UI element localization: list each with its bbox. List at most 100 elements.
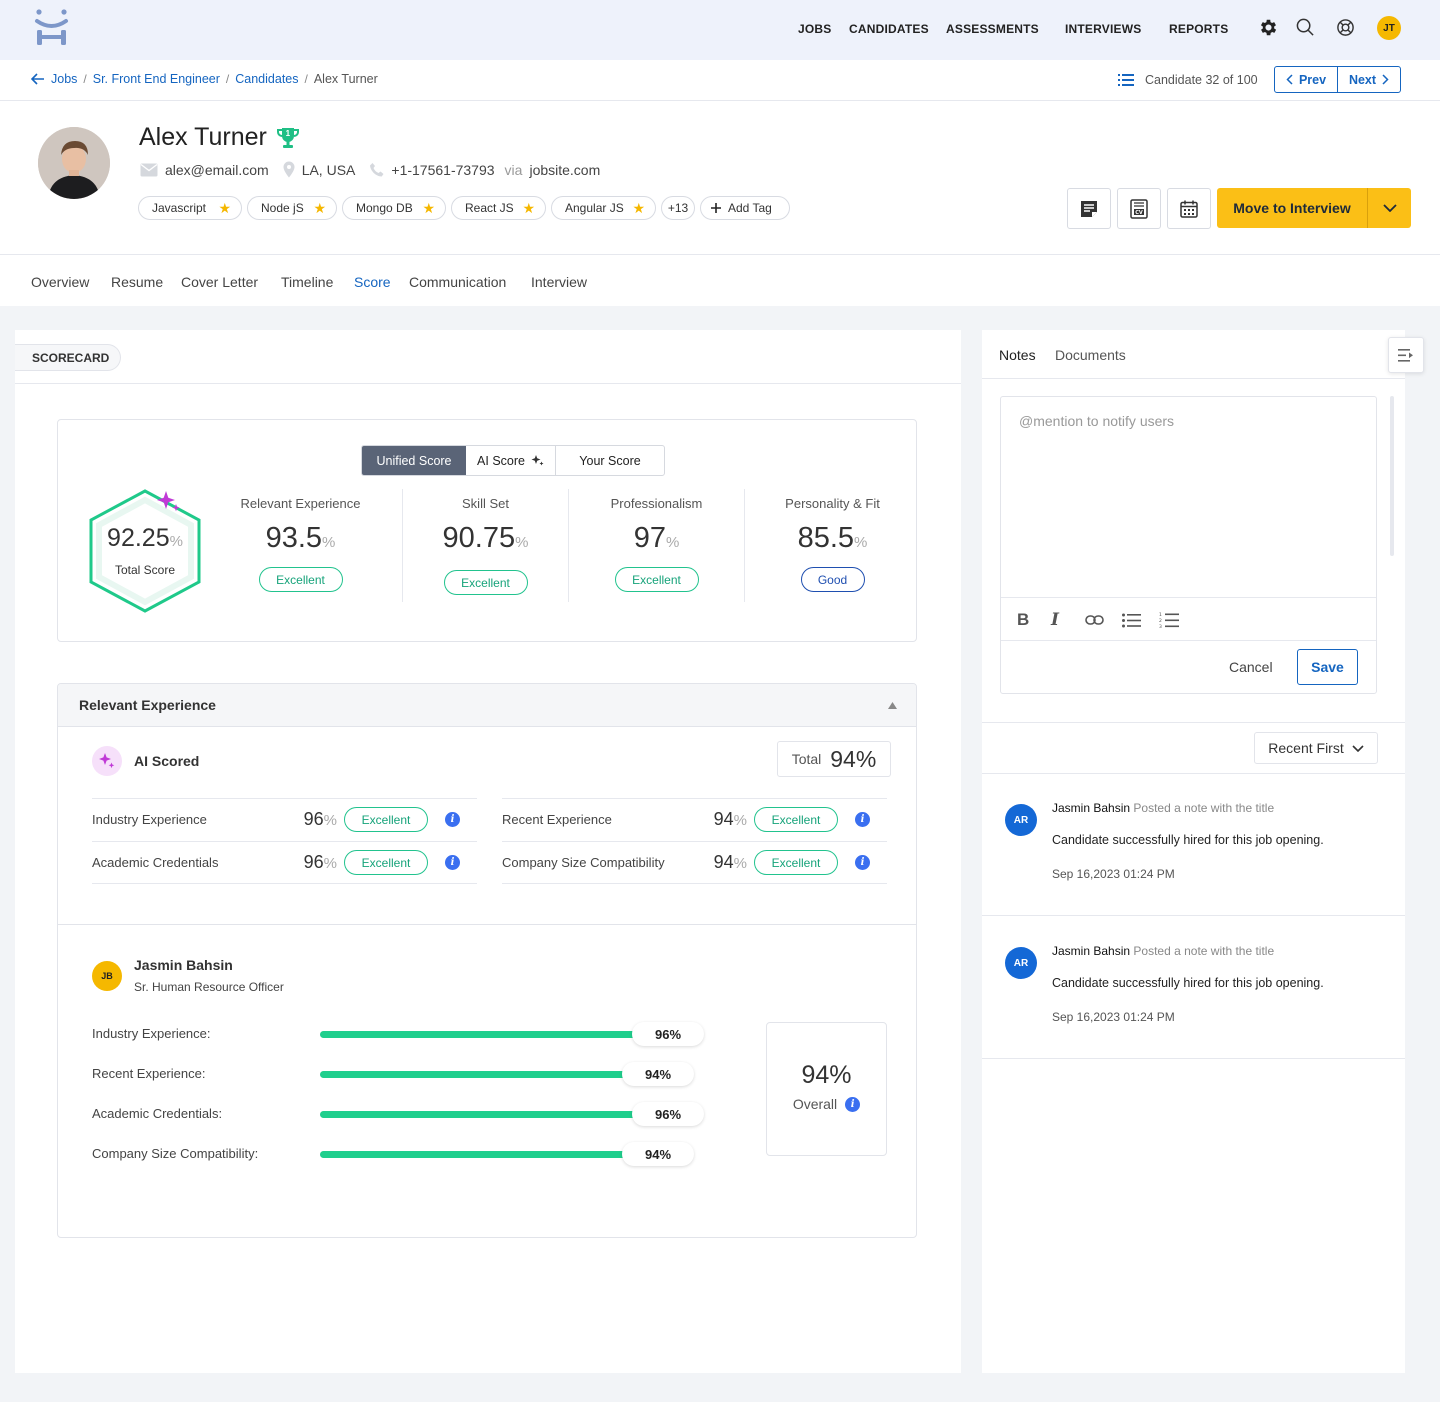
info-icon[interactable]: i: [845, 1096, 861, 1112]
link-icon[interactable]: [1085, 614, 1104, 626]
help-lifebuoy-icon[interactable]: [1336, 18, 1355, 37]
score-bar-label: Academic Credentials:: [92, 1106, 223, 1121]
tag-nodejs[interactable]: Node jS ★: [247, 196, 337, 220]
info-icon[interactable]: i: [445, 812, 460, 827]
tab-interview[interactable]: Interview: [531, 274, 588, 290]
rating-badge: Excellent: [344, 850, 428, 875]
resume-cv-button[interactable]: CV: [1117, 188, 1161, 229]
metric-personality-fit: Personality & Fit 85.5% Good: [755, 496, 910, 592]
nav-assessments[interactable]: ASSESSMENTS: [946, 22, 1039, 36]
tab-resume[interactable]: Resume: [111, 274, 164, 290]
section-title: Relevant Experience: [79, 697, 216, 713]
bullet-list-icon[interactable]: [1122, 613, 1141, 628]
star-icon: ★: [218, 199, 231, 216]
reviewer-role: Sr. Human Resource Officer: [134, 980, 284, 994]
percent-sign: %: [733, 812, 747, 829]
trophy-rank: 1: [285, 128, 291, 138]
nav-jobs[interactable]: JOBS: [798, 22, 832, 36]
prev-button[interactable]: Prev: [1274, 66, 1338, 93]
divider: [982, 378, 1405, 379]
tag-label: React JS: [465, 201, 514, 215]
sort-dropdown[interactable]: Recent First: [1254, 732, 1378, 764]
collapse-panel-button[interactable]: [1388, 337, 1424, 373]
action-dropdown-toggle[interactable]: [1368, 188, 1411, 228]
add-tag-button[interactable]: Add Tag: [700, 196, 790, 220]
note-input[interactable]: @mention to notify users: [1019, 413, 1175, 429]
note-button[interactable]: [1067, 188, 1111, 229]
tab-timeline[interactable]: Timeline: [281, 274, 334, 290]
more-tags-badge[interactable]: +13: [661, 196, 695, 220]
toggle-ai-score[interactable]: AI Score: [466, 446, 556, 475]
user-avatar[interactable]: JT: [1377, 16, 1401, 40]
app-logo-icon[interactable]: [33, 9, 71, 47]
move-to-interview-button[interactable]: Move to Interview: [1217, 188, 1368, 228]
scorecard-panel: SCORECARD Unified Score AI Score Your Sc…: [15, 330, 961, 1373]
toggle-unified-score[interactable]: Unified Score: [362, 446, 466, 475]
percent-sign: %: [665, 534, 680, 551]
rating-badge: Good: [800, 567, 865, 592]
calendar-icon: [1180, 200, 1198, 218]
svg-text:1: 1: [1159, 612, 1162, 618]
rating-badge: Excellent: [754, 850, 838, 875]
breadcrumb: Jobs / Sr. Front End Engineer / Candidat…: [31, 72, 378, 86]
save-button[interactable]: Save: [1297, 649, 1358, 685]
divider: [1001, 597, 1376, 598]
candidate-phone[interactable]: +1-17561-73793: [391, 161, 495, 178]
skill-tags: Javascript ★ Node jS ★ Mongo DB ★ React JS ★…: [138, 196, 790, 220]
tab-overview[interactable]: Overview: [31, 274, 90, 290]
tag-angularjs[interactable]: Angular JS ★: [551, 196, 656, 220]
divider: [744, 489, 745, 602]
tag-javascript[interactable]: Javascript ★: [138, 196, 242, 220]
score-bar-label: Company Size Compatibility:: [92, 1146, 259, 1161]
schedule-button[interactable]: [1167, 188, 1211, 229]
search-icon[interactable]: [1296, 18, 1315, 37]
toggle-your-score[interactable]: Your Score: [579, 453, 641, 468]
breadcrumb-candidates[interactable]: Candidates: [235, 72, 299, 86]
note-author-avatar: AR: [1005, 804, 1037, 836]
italic-icon[interactable]: I: [1051, 610, 1059, 630]
bold-icon[interactable]: B: [1017, 610, 1030, 629]
info-icon[interactable]: i: [445, 855, 460, 870]
total-score-hexagon: 92.25% Total Score: [86, 487, 204, 615]
ai-row-industry-experience: Industry Experience 96% Excellent i: [92, 807, 472, 832]
tag-reactjs[interactable]: React JS ★: [451, 196, 546, 220]
score-bar-row: Recent Experience: 94%: [92, 1062, 694, 1086]
info-icon[interactable]: i: [855, 855, 870, 870]
tag-mongodb[interactable]: Mongo DB ★: [342, 196, 446, 220]
collapse-panel-icon: [1398, 348, 1414, 362]
nav-candidates[interactable]: CANDIDATES: [849, 22, 929, 36]
tag-label: Javascript: [152, 201, 207, 215]
tab-score[interactable]: Score: [354, 274, 391, 290]
nav-interviews[interactable]: INTERVIEWS: [1065, 22, 1142, 36]
tab-notes[interactable]: Notes: [999, 347, 1036, 363]
breadcrumb-jobs[interactable]: Jobs: [51, 72, 78, 86]
tab-communication[interactable]: Communication: [409, 274, 507, 290]
breadcrumb-job[interactable]: Sr. Front End Engineer: [92, 72, 220, 86]
candidate-email[interactable]: alex@email.com: [165, 161, 269, 178]
note-author[interactable]: Jasmin Bahsin: [1052, 801, 1131, 815]
gear-icon[interactable]: [1258, 17, 1279, 38]
ai-row-recent-experience: Recent Experience 94% Excellent i: [502, 807, 887, 832]
tab-documents[interactable]: Documents: [1055, 347, 1126, 363]
metric-skill-set: Skill Set 90.75% Excellent: [408, 496, 563, 595]
sparkle-icon: [92, 746, 122, 776]
breadcrumb-separator: /: [83, 72, 87, 86]
next-button[interactable]: Next: [1337, 66, 1401, 93]
collapse-triangle-icon[interactable]: [888, 701, 897, 709]
star-icon: ★: [632, 199, 645, 216]
section-header[interactable]: Relevant Experience: [58, 684, 916, 727]
ai-total-box: Total 94%: [777, 741, 891, 777]
nav-reports[interactable]: REPORTS: [1169, 22, 1229, 36]
row-value: 94: [713, 852, 734, 872]
info-icon[interactable]: i: [855, 812, 870, 827]
back-arrow-icon[interactable]: [31, 73, 45, 85]
divider: [502, 841, 887, 842]
cancel-button[interactable]: Cancel: [1229, 659, 1273, 675]
chevron-down-icon: [1352, 744, 1364, 752]
list-icon: [1118, 73, 1134, 87]
scrollbar[interactable]: [1390, 396, 1394, 556]
tab-cover-letter[interactable]: Cover Letter: [181, 274, 259, 290]
prev-label: Prev: [1298, 72, 1327, 87]
note-author[interactable]: Jasmin Bahsin: [1052, 944, 1131, 958]
